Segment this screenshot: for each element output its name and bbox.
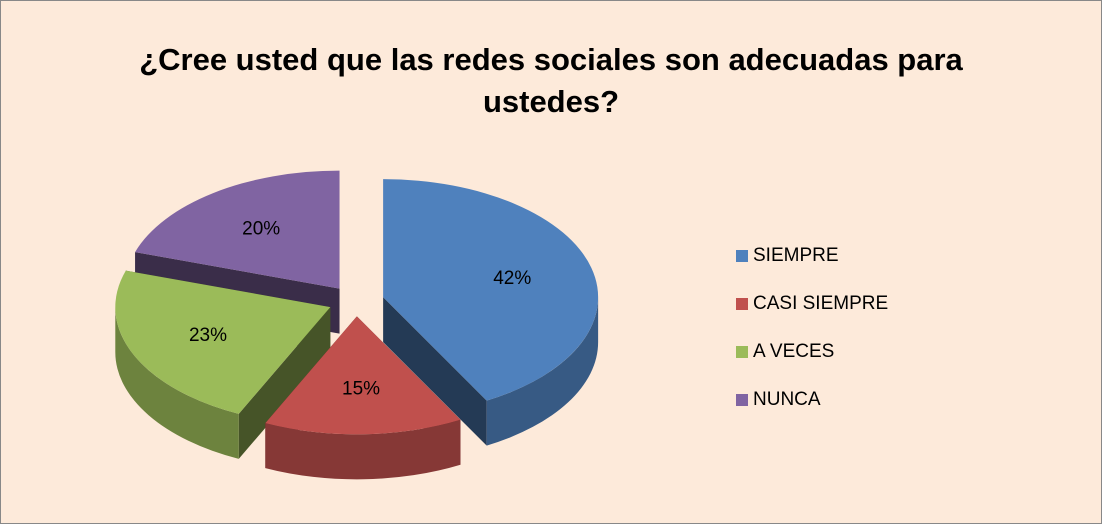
data-label: 42% [493, 268, 531, 289]
data-label: 15% [342, 378, 380, 399]
legend-swatch [736, 250, 748, 262]
slice [383, 179, 599, 401]
legend-swatch [736, 394, 748, 406]
legend-label: NUNCA [753, 389, 821, 410]
slice-wall [265, 419, 461, 480]
slice-side [383, 297, 487, 446]
legend-label: CASI SIEMPRE [753, 293, 888, 314]
data-label: 23% [189, 325, 227, 346]
slice-wall [115, 307, 239, 459]
legend-swatch [736, 298, 748, 310]
legend-label: A VECES [753, 341, 834, 362]
chart-title: ¿Cree usted que las redes sociales son a… [139, 42, 963, 119]
legend-label: SIEMPRE [753, 245, 839, 266]
legend-swatch [736, 346, 748, 358]
slice [135, 170, 340, 289]
slice-wall [486, 297, 599, 446]
data-label: 20% [242, 218, 280, 239]
slice [115, 270, 331, 414]
slice [265, 316, 461, 435]
